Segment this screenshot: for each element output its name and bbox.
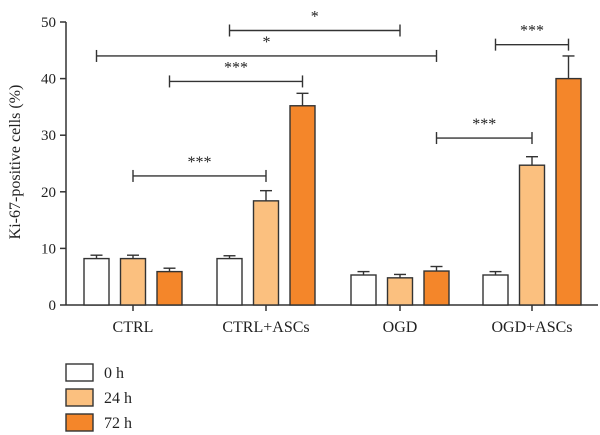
significance-label: *** xyxy=(188,154,212,171)
legend: 0 h 24 h 72 h xyxy=(65,363,132,432)
y-tick-label: 30 xyxy=(41,128,56,144)
bar xyxy=(423,270,450,306)
axes: 0 10 20 30 40 50 CTRL CTRL+ASCs OGD OGD+ASCs xyxy=(41,15,598,336)
significance-label: * xyxy=(311,8,319,25)
legend-swatch xyxy=(65,363,94,382)
y-tick-label: 40 xyxy=(41,72,56,88)
x-tick-label: CTRL+ASCs xyxy=(222,319,309,336)
x-tick-label: OGD+ASCs xyxy=(491,319,572,336)
bars xyxy=(83,55,582,306)
bar xyxy=(83,257,110,306)
legend-swatch xyxy=(65,388,94,407)
y-axis-title: Ki-67-positive cells (%) xyxy=(7,85,24,240)
significance-label: *** xyxy=(520,23,544,40)
bar xyxy=(156,270,183,306)
legend-label: 24 h xyxy=(104,390,132,407)
bar xyxy=(386,277,414,306)
y-tick-label: 50 xyxy=(41,15,56,31)
legend-label: 0 h xyxy=(104,365,124,382)
y-tick-label: 10 xyxy=(41,241,56,257)
bar xyxy=(518,164,546,306)
bar xyxy=(216,257,243,306)
x-tick-label: OGD xyxy=(383,319,418,336)
x-tick-label: CTRL xyxy=(113,319,154,336)
bar xyxy=(350,274,377,306)
y-tick-label: 20 xyxy=(41,185,56,201)
bar xyxy=(555,77,582,306)
y-tick-label: 0 xyxy=(49,298,57,314)
legend-swatch xyxy=(65,413,94,432)
significance-label: *** xyxy=(472,116,496,133)
significance-brackets: ************** xyxy=(95,8,570,182)
significance-label: *** xyxy=(224,59,248,76)
significance-label: * xyxy=(263,34,271,51)
bar xyxy=(482,274,509,306)
bar xyxy=(119,257,147,306)
legend-label: 72 h xyxy=(104,415,132,432)
bar xyxy=(289,105,316,306)
bar xyxy=(252,200,280,306)
